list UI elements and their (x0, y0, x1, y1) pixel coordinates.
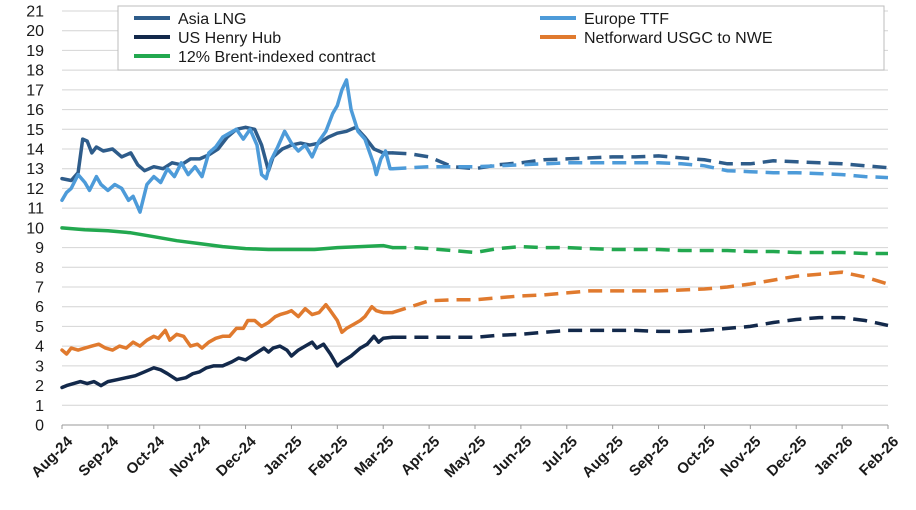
x-tick-label: Jan-26 (811, 433, 857, 479)
series-us-henry-hub-historical (60, 334, 395, 390)
y-tick-label: 20 (26, 23, 44, 40)
y-tick-label: 17 (26, 82, 44, 99)
legend: Asia LNG Europe TTF US Henry Hub Netforward… (117, 5, 885, 71)
x-tick-label: Apr-25 (398, 433, 444, 479)
y-tick-label: 4 (35, 339, 44, 356)
y-tick-label: 3 (35, 358, 44, 375)
x-tick-label: Nov-24 (166, 433, 214, 481)
y-tick-label: 11 (27, 201, 44, 218)
series-netforward-usgc-to-nwe-historical (60, 302, 395, 356)
legend-label-asia-lng: Asia LNG (178, 11, 246, 28)
y-tick-label: 18 (26, 63, 44, 80)
legend-label-12-brent-indexed-contract: 12% Brent-indexed contract (178, 49, 376, 66)
series-us-henry-hub-forecast (392, 315, 889, 340)
y-tick-label: 13 (26, 161, 44, 178)
x-tick-label: Aug-24 (28, 433, 76, 481)
x-tick-label: Aug-25 (579, 433, 627, 481)
x-tick-label: May-25 (441, 433, 489, 481)
x-tick-label: Dec-25 (764, 433, 811, 480)
x-tick-label: Jan-25 (260, 433, 306, 479)
x-tick-label: Oct-25 (674, 433, 719, 478)
x-tick-label: Feb-25 (305, 433, 351, 479)
x-tick-label: Dec-24 (213, 433, 260, 480)
series-asia-lng-historical (60, 125, 395, 183)
x-tick-label: Oct-24 (123, 433, 168, 478)
y-tick-label: 21 (26, 4, 44, 21)
y-tick-label: 19 (26, 43, 44, 60)
x-tick-label: Jul-25 (538, 433, 581, 476)
y-tick-label: 15 (26, 122, 44, 139)
y-tick-label: 2 (35, 378, 44, 395)
y-tick-label: 10 (26, 220, 44, 237)
x-tick-label: Jun-25 (489, 433, 535, 479)
y-tick-label: 16 (26, 102, 44, 119)
y-tick-label: 1 (35, 398, 44, 415)
legend-label-us-henry-hub: US Henry Hub (178, 30, 281, 47)
series-europe-ttf-historical (60, 78, 395, 214)
x-tick-label: Sep-25 (626, 433, 673, 480)
y-tick-label: 9 (35, 240, 44, 257)
series-europe-ttf-forecast (392, 161, 889, 180)
axes: 0123456789101112131415161718192021Aug-24… (26, 4, 902, 482)
x-tick-label: Nov-25 (717, 433, 764, 480)
y-tick-label: 12 (26, 181, 44, 198)
y-tick-label: 0 (35, 418, 44, 435)
series-netforward-usgc-to-nwe-forecast (391, 270, 889, 315)
x-tick-label: Sep-24 (75, 433, 122, 480)
series-lines (60, 78, 889, 390)
y-tick-label: 6 (35, 299, 44, 316)
legend-box (117, 5, 885, 71)
series-12-brent-indexed-contract-forecast (392, 244, 888, 256)
y-tick-label: 14 (26, 142, 44, 159)
legend-label-europe-ttf: Europe TTF (584, 11, 669, 28)
legend-label-netforward-usgc-to-nwe: Netforward USGC to NWE (584, 30, 772, 47)
x-tick-label: Mar-25 (351, 433, 397, 479)
y-tick-label: 8 (35, 260, 44, 277)
x-tick-label: Feb-26 (856, 433, 902, 479)
y-tick-label: 5 (35, 319, 44, 336)
y-tick-label: 7 (35, 280, 44, 297)
gridlines (62, 10, 888, 426)
series-12-brent-indexed-contract-historical (60, 226, 395, 252)
